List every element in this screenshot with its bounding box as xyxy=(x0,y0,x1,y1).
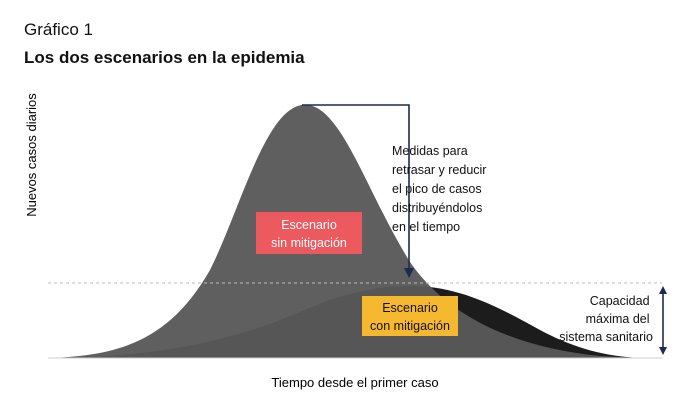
label-con-line-1: Escenario xyxy=(382,301,438,315)
figure-label: Gráfico 1 xyxy=(24,20,93,39)
x-axis-label: Tiempo desde el primer caso xyxy=(271,375,438,390)
y-axis-label: Nuevos casos diarios xyxy=(24,93,39,217)
measures-line-3: el pico de casos xyxy=(392,182,482,196)
label-con-line-2: con mitigación xyxy=(370,319,450,333)
chart-title: Los dos escenarios en la epidemia xyxy=(24,48,305,67)
capacity-line-2: máxima del xyxy=(586,312,650,326)
label-sin-line-1: Escenario xyxy=(281,218,337,232)
capacity-arrow-top xyxy=(659,286,667,294)
measures-line-4: distribuyéndolos xyxy=(392,201,482,215)
label-sin-line-2: sin mitigación xyxy=(271,236,347,250)
reduction-arrowhead xyxy=(404,268,414,278)
capacity-arrow-bottom xyxy=(659,347,667,355)
measures-line-1: Medidas para xyxy=(392,144,468,158)
measures-line-5: en el tiempo xyxy=(392,220,460,234)
reduction-bracket xyxy=(302,104,410,270)
label-sin-box xyxy=(256,212,362,254)
capacity-label: Capacidad máxima del sistema sanitario xyxy=(559,294,653,344)
measures-line-2: retrasar y reducir xyxy=(392,163,486,177)
measures-annotation: Medidas para retrasar y reducir el pico … xyxy=(392,144,490,234)
capacity-line-3: sistema sanitario xyxy=(559,330,653,344)
label-con-box xyxy=(362,296,458,336)
capacity-line-1: Capacidad xyxy=(590,294,650,308)
